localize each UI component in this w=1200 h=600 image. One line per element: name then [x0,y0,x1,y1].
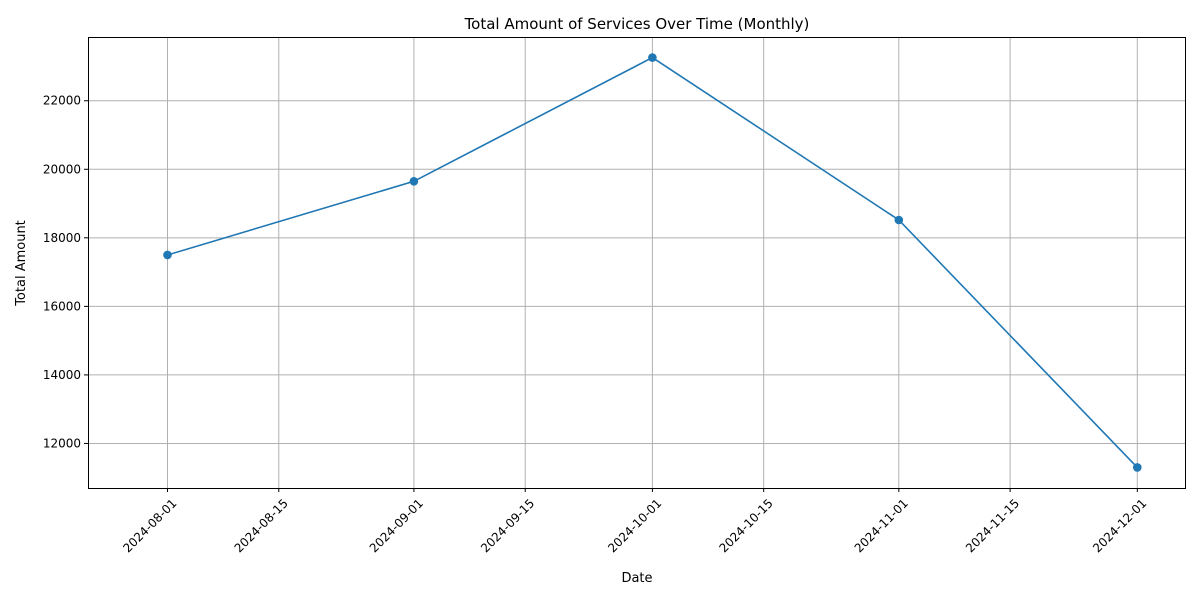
x-tick-label: 2024-09-15 [478,496,537,555]
y-tick-label: 16000 [43,299,81,313]
y-axis-label: Total Amount [14,220,29,307]
x-tick-label: 2024-12-01 [1090,496,1149,555]
x-tick-label: 2024-09-01 [367,496,426,555]
x-axis-label: Date [621,571,652,586]
x-axis-ticks: 2024-08-01 2024-08-15 2024-09-01 2024-09-15… [120,488,1149,555]
series [163,53,1142,472]
data-point [648,53,657,62]
chart-title: Total Amount of Services Over Time (Mont… [464,15,810,33]
x-tick-label: 2024-11-01 [852,496,911,555]
y-tick-label: 18000 [43,231,81,245]
y-tick-label: 20000 [43,162,81,176]
x-tick-label: 2024-08-15 [232,496,291,555]
data-point [1133,463,1142,472]
data-point [163,250,172,260]
x-tick-label: 2024-11-15 [963,496,1022,555]
x-tick-label: 2024-08-01 [120,496,179,555]
data-point [409,176,419,186]
plot-frame [88,37,1186,489]
data-point [894,215,904,225]
y-tick-label: 22000 [43,94,81,108]
y-tick-label: 12000 [43,436,81,450]
y-tick-label: 14000 [43,368,81,382]
y-axis-ticks: 12000 14000 16000 18000 20000 22000 [43,94,88,450]
grid [88,37,1185,488]
x-tick-label: 2024-10-15 [717,496,776,555]
x-tick-label: 2024-10-01 [605,496,664,555]
